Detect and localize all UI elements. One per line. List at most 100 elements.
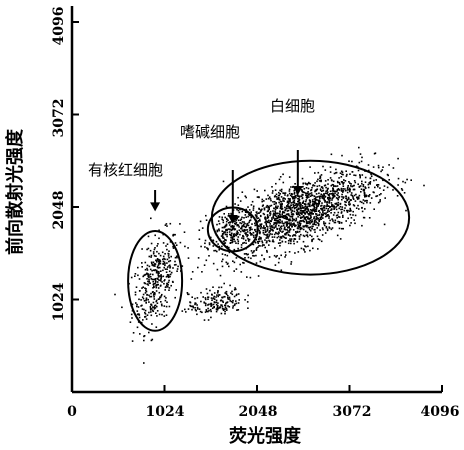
scatter-point xyxy=(331,199,333,201)
scatter-point xyxy=(313,208,315,210)
scatter-point xyxy=(273,254,276,257)
scatter-point xyxy=(293,207,296,210)
scatter-point xyxy=(222,232,225,235)
scatter-point xyxy=(374,186,376,189)
scatter-point xyxy=(342,227,344,230)
scatter-point xyxy=(154,307,157,309)
scatter-point xyxy=(257,275,260,277)
scatter-point xyxy=(401,189,404,191)
scatter-point xyxy=(279,226,282,228)
scatter-point xyxy=(155,271,158,274)
scatter-point xyxy=(156,265,159,268)
scatter-point xyxy=(305,194,307,196)
scatter-point xyxy=(237,224,239,226)
scatter-point xyxy=(215,303,218,306)
scatter-point xyxy=(362,216,365,219)
scatter-point xyxy=(150,292,152,295)
scatter-point xyxy=(352,195,354,198)
scatter-point xyxy=(290,242,292,245)
scatter-point xyxy=(235,257,238,259)
scatter-point xyxy=(295,196,297,199)
scatter-point xyxy=(142,275,144,278)
scatter-point xyxy=(190,305,192,308)
scatter-point xyxy=(328,196,331,198)
scatter-point xyxy=(318,202,321,205)
scatter-point xyxy=(364,200,366,202)
scatter-point xyxy=(336,185,339,187)
scatter-point xyxy=(169,222,172,225)
scatter-point xyxy=(307,187,310,190)
scatter-point xyxy=(226,254,229,257)
scatter-point xyxy=(378,194,381,196)
scatter-point xyxy=(359,185,362,187)
scatter-point xyxy=(359,176,361,179)
scatter-point xyxy=(141,296,144,298)
scatter-point xyxy=(187,257,190,259)
scatter-point xyxy=(284,241,287,243)
scatter-point xyxy=(161,251,164,254)
scatter-point xyxy=(218,286,220,289)
scatter-point xyxy=(325,186,327,189)
scatter-point xyxy=(397,157,399,160)
scatter-point xyxy=(237,240,240,243)
scatter-point xyxy=(145,297,148,299)
scatter-point xyxy=(331,203,333,206)
scatter-point xyxy=(305,206,308,208)
scatter-point xyxy=(255,254,257,257)
scatter-point xyxy=(138,298,140,301)
scatter-point xyxy=(158,258,160,261)
scatter-point xyxy=(266,249,268,252)
scatter-point xyxy=(166,275,168,278)
scatter-point xyxy=(235,302,238,305)
scatter-point xyxy=(282,181,285,184)
scatter-point xyxy=(289,200,291,203)
scatter-point xyxy=(153,298,156,300)
scatter-point xyxy=(156,277,159,280)
scatter-point xyxy=(361,207,363,209)
scatter-point xyxy=(204,304,207,307)
scatter-point xyxy=(269,198,272,200)
scatter-point xyxy=(322,195,325,198)
scatter-point xyxy=(143,335,146,337)
scatter-point xyxy=(344,203,346,206)
scatter-point xyxy=(328,210,330,213)
scatter-point xyxy=(302,220,305,223)
scatter-point xyxy=(340,211,343,213)
scatter-point xyxy=(273,201,276,203)
scatter-point xyxy=(342,196,345,198)
scatter-point xyxy=(380,170,382,173)
scatter-point xyxy=(314,189,317,192)
scatter-point xyxy=(241,237,243,239)
scatter-point xyxy=(262,204,264,206)
scatter-point xyxy=(221,304,223,306)
scatter-point xyxy=(149,306,152,308)
scatter-point xyxy=(333,221,336,224)
scatter-point xyxy=(226,309,228,311)
scatter-point xyxy=(166,268,168,270)
scatter-point xyxy=(163,315,166,317)
scatter-point xyxy=(162,275,165,278)
scatter-point xyxy=(310,211,312,214)
scatter-point xyxy=(144,261,147,264)
scatter-point xyxy=(240,246,243,249)
scatter-point xyxy=(149,275,151,278)
scatter-point xyxy=(240,222,243,225)
scatter-point xyxy=(325,190,327,193)
scatter-point xyxy=(297,203,300,205)
scatter-point xyxy=(370,173,372,176)
scatter-point xyxy=(245,226,247,229)
scatter-point xyxy=(309,214,312,217)
scatter-point xyxy=(284,233,286,235)
scatter-point xyxy=(271,226,274,228)
scatter-point xyxy=(194,303,196,306)
scatter-point xyxy=(364,196,366,198)
scatter-point xyxy=(295,194,297,197)
scatter-point xyxy=(275,231,277,234)
scatter-point xyxy=(245,229,247,231)
scatter-point xyxy=(307,226,310,229)
scatter-point xyxy=(272,240,275,243)
scatter-point xyxy=(149,309,152,311)
scatter-point xyxy=(350,185,352,187)
scatter-point xyxy=(267,206,269,209)
scatter-point xyxy=(143,339,145,342)
